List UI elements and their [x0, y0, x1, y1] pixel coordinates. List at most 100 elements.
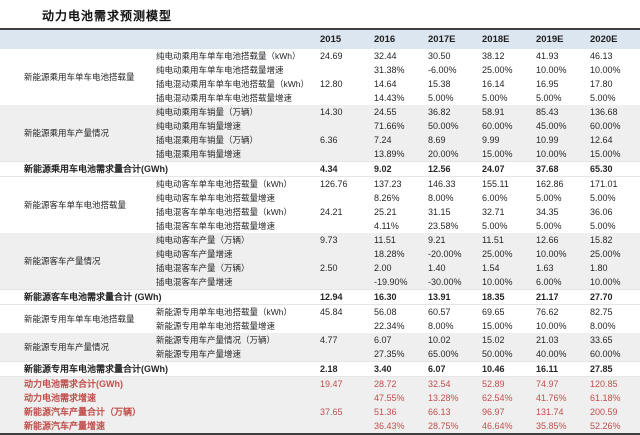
value-cell: 10.00% — [478, 275, 532, 290]
table-row: 新能源汽车产量增速 36.43% 28.75% 46.64% 35.85% 52.26% — [0, 419, 640, 434]
year-header: 2019E — [532, 29, 586, 49]
value-cell: 28.72 — [370, 376, 424, 391]
value-cell: 25.00% — [482, 65, 513, 75]
row-label: 纯电动乘用车单车电池搭载量（kWh） — [156, 51, 301, 61]
value-cell: 5.00% — [590, 93, 616, 103]
value-cell: 41.76% — [532, 391, 586, 405]
value-cell: 14.43% — [374, 93, 405, 103]
value-cell: 50.00% — [478, 347, 532, 362]
table-row: 插电混客车单车电池搭载量（kWh） 24.21 25.21 31.15 32.71 34.… — [0, 205, 640, 219]
value-cell: 10.00% — [536, 321, 567, 331]
value-cell: 56.08 — [374, 307, 397, 317]
row-label: 纯电动客车单车电池搭载量（kWh） — [156, 179, 293, 189]
value-cell: 10.02 — [424, 333, 478, 347]
value-cell: 11.51 — [370, 233, 424, 247]
row-label: 插电混客车单车电池搭载量增速 — [156, 221, 276, 231]
value-cell: 10.00% — [590, 65, 621, 75]
value-cell — [316, 219, 370, 233]
value-cell: 5.00% — [590, 221, 616, 231]
value-cell: 12.56 — [428, 164, 451, 174]
value-cell: 5.00% — [482, 221, 508, 231]
value-cell: 74.97 — [532, 376, 586, 391]
value-cell: 18.35 — [482, 292, 505, 302]
table-row: 插电混动乘用车单车电池搭载量（kWh） 12.80 14.64 15.38 16.14 1… — [0, 77, 640, 91]
value-cell: 27.85 — [590, 364, 613, 374]
value-cell: 5.00% — [536, 221, 562, 231]
value-cell: 15.38 — [428, 79, 451, 89]
value-cell: 8.00% — [428, 193, 454, 203]
table-row: 新能源专用车电池需求量合计(GWh) 2.18 3.40 6.07 10.46 16.11… — [0, 361, 640, 377]
value-cell: 13.91 — [428, 292, 451, 302]
table-row: 动力电池需求合计(GWh) 19.47 28.72 32.54 52.89 74.97 12… — [0, 376, 640, 391]
value-cell: 200.59 — [586, 405, 640, 419]
row-label: 纯电动客车产量增速 — [148, 247, 316, 261]
value-cell: 34.35 — [536, 207, 559, 217]
value-cell: 21.03 — [532, 333, 586, 347]
value-cell: 16.30 — [374, 292, 397, 302]
value-cell: 6.07 — [428, 364, 446, 374]
value-cell: 40.00% — [532, 347, 586, 362]
row-label: 新能源专用车产量情况（万辆） — [148, 333, 316, 347]
row-label: 纯电动客车单车电池搭载量增速 — [156, 193, 276, 203]
table-row: 纯电动客车单车电池搭载量增速 8.26% 8.00% 6.00% 5.00% 5.00% — [0, 191, 640, 205]
value-cell: 36.06 — [590, 207, 613, 217]
value-cell: 1.63 — [532, 261, 586, 275]
value-cell: 3.40 — [374, 364, 392, 374]
value-cell: 155.11 — [482, 179, 509, 189]
value-cell: 5.00% — [590, 193, 616, 203]
forecast-table: 2015 2016 2017E 2018E 2019E 2020E 新能源乘用车单车电池搭… — [0, 28, 640, 435]
row-label: 纯电动乘用车销量增速 — [148, 119, 316, 133]
value-cell: 71.66% — [370, 119, 424, 133]
group-label: 新能源专用车单车电池搭载量 — [24, 314, 135, 324]
value-cell — [316, 63, 370, 77]
table-row: 动力电池需求增速 47.55% 13.28% 62.54% 41.76% 61.18% — [0, 391, 640, 405]
value-cell: 5.00% — [482, 93, 508, 103]
value-cell — [316, 191, 370, 205]
value-cell: 37.65 — [316, 405, 370, 419]
value-cell: 8.00% — [428, 321, 454, 331]
value-cell: -30.00% — [424, 275, 478, 290]
group-label: 新能源客车单车电池搭载量 — [24, 200, 127, 210]
table-row: 新能源专用单车电池搭载量增速 22.34% 8.00% 15.00% 10.00% 8.0… — [0, 319, 640, 333]
year-header: 2017E — [424, 29, 478, 49]
table-row: 插电混乘用车销量增速 13.89% 20.00% 15.00% 10.00% 15.00% — [0, 147, 640, 162]
value-cell: 12.66 — [532, 233, 586, 247]
table-row: 新能源专用车产量情况 新能源专用车产量情况（万辆） 4.77 6.07 10.02 15.… — [0, 333, 640, 362]
value-cell: 28.75% — [424, 419, 478, 434]
value-cell: -6.00% — [428, 65, 457, 75]
row-label: 插电混客车产量增速 — [148, 275, 316, 290]
row-label: 纯电动客车产量（万辆） — [148, 233, 316, 247]
value-cell: 32.54 — [424, 376, 478, 391]
value-cell: 60.00% — [586, 347, 640, 362]
value-cell: 15.00% — [586, 147, 640, 162]
value-cell — [316, 119, 370, 133]
value-cell: 46.64% — [478, 419, 532, 434]
value-cell: 15.00% — [478, 147, 532, 162]
table-row: 插电混客车产量（万辆） 2.50 2.00 1.40 1.54 1.63 1.80 — [0, 261, 640, 275]
value-cell: 6.00% — [482, 193, 508, 203]
value-cell: 65.30 — [590, 164, 613, 174]
value-cell: 24.07 — [482, 164, 505, 174]
value-cell: 60.00% — [478, 119, 532, 133]
group-label: 新能源乘用车产量情况 — [0, 105, 148, 162]
year-header: 2016 — [370, 29, 424, 49]
value-cell: 1.54 — [478, 261, 532, 275]
value-cell: 5.00% — [536, 93, 562, 103]
value-cell: 27.35% — [370, 347, 424, 362]
row-label: 新能源专用车产量增速 — [148, 347, 316, 362]
value-cell: 47.55% — [370, 391, 424, 405]
value-cell: 13.89% — [370, 147, 424, 162]
table-row: 插电混客车产量增速 -19.90% -30.00% 10.00% 6.00% 10.00% — [0, 275, 640, 290]
value-cell: 30.50 — [428, 51, 451, 61]
value-cell: 9.02 — [374, 164, 392, 174]
value-cell: 2.00 — [370, 261, 424, 275]
value-cell: 32.44 — [374, 51, 397, 61]
value-cell — [316, 419, 370, 434]
value-cell: 10.99 — [532, 133, 586, 147]
value-cell: 1.40 — [424, 261, 478, 275]
value-cell: 2.50 — [316, 261, 370, 275]
value-cell: 52.26% — [586, 419, 640, 434]
value-cell: 162.86 — [536, 179, 564, 189]
table-body: 新能源乘用车单车电池搭载量 纯电动乘用车单车电池搭载量（kWh） 24.69 32.4… — [0, 49, 640, 434]
value-cell: 16.14 — [482, 79, 505, 89]
